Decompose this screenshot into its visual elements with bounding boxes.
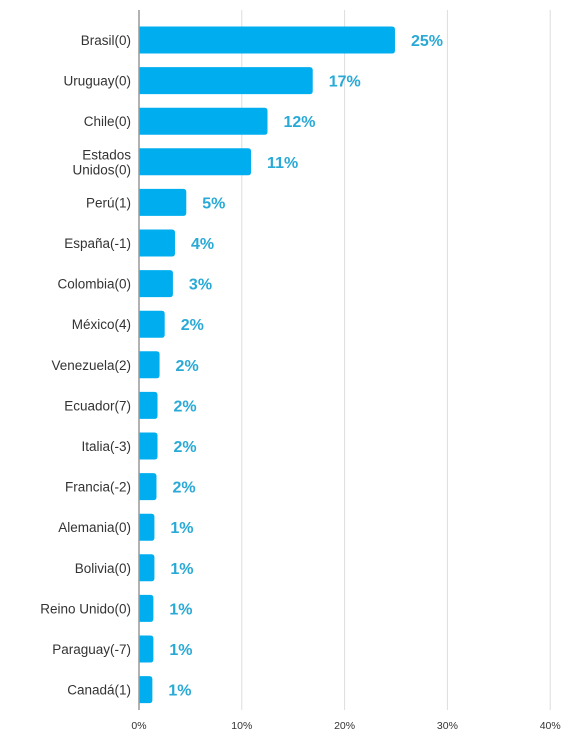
value-label: 1%	[169, 642, 192, 659]
category-label: Bolivia(0)	[75, 561, 131, 576]
bar	[139, 351, 160, 379]
bar	[139, 188, 187, 216]
bar	[139, 594, 154, 622]
category-labels: Brasil(0) Uruguay(0) Chile(0) Estados Unidos…	[40, 33, 131, 698]
category-label: Uruguay(0)	[63, 74, 131, 89]
category-label: Perú(1)	[86, 195, 131, 210]
bar	[139, 148, 252, 176]
bar	[139, 310, 165, 338]
value-label: 1%	[170, 561, 193, 578]
value-label: 2%	[174, 439, 197, 456]
category-label: México(4)	[72, 317, 131, 332]
bar	[139, 107, 268, 135]
category-label: España(-1)	[64, 236, 131, 251]
value-label: 3%	[189, 277, 212, 294]
bar	[139, 513, 155, 541]
value-label: 5%	[202, 195, 225, 212]
category-label: Chile(0)	[84, 114, 131, 129]
category-label: Canadá(1)	[67, 683, 131, 698]
category-label: Colombia(0)	[57, 277, 131, 292]
value-label: 11%	[267, 155, 298, 172]
x-tick-label: 30%	[437, 720, 458, 732]
bar	[139, 26, 395, 54]
bars	[139, 26, 395, 704]
category-label: Francia(-2)	[65, 480, 131, 495]
bar	[139, 270, 173, 298]
x-tick-label: 0%	[131, 720, 146, 732]
value-label: 1%	[168, 683, 191, 700]
bar	[139, 432, 158, 460]
value-label: 2%	[172, 480, 195, 497]
bar	[139, 391, 158, 419]
x-tick-label: 40%	[540, 720, 561, 732]
category-label: Brasil(0)	[81, 33, 131, 48]
category-label: Alemania(0)	[58, 520, 131, 535]
value-label: 4%	[191, 236, 214, 253]
value-label: 1%	[170, 520, 193, 537]
category-label: Reino Unido(0)	[40, 601, 131, 616]
category-label: Italia(-3)	[81, 439, 131, 454]
value-label: 2%	[181, 317, 204, 334]
bar	[139, 635, 154, 663]
category-label: Estados Unidos(0)	[72, 147, 131, 177]
value-label: 2%	[174, 398, 197, 415]
value-label: 17%	[329, 74, 361, 91]
value-label: 2%	[176, 358, 199, 375]
gridlines	[241, 10, 551, 710]
value-label: 25%	[411, 33, 443, 50]
category-label: Paraguay(-7)	[52, 642, 131, 657]
x-tick-label: 20%	[334, 720, 355, 732]
category-label: Venezuela(2)	[51, 358, 131, 373]
x-axis-tick-labels: 0% 10% 20% 30% 40%	[131, 720, 560, 732]
category-label: Ecuador(7)	[64, 398, 131, 413]
bar	[139, 473, 157, 501]
bar	[139, 676, 153, 704]
bar	[139, 229, 175, 257]
value-labels: 25% 17% 12% 11% 5% 4% 3% 2% 2% 2% 2% 2% 1% 1% 1% 1% 1%	[168, 33, 443, 700]
bar	[139, 554, 155, 582]
bar	[139, 67, 313, 95]
value-label: 12%	[284, 114, 316, 131]
value-label: 1%	[169, 601, 192, 618]
x-tick-label: 10%	[231, 720, 252, 732]
